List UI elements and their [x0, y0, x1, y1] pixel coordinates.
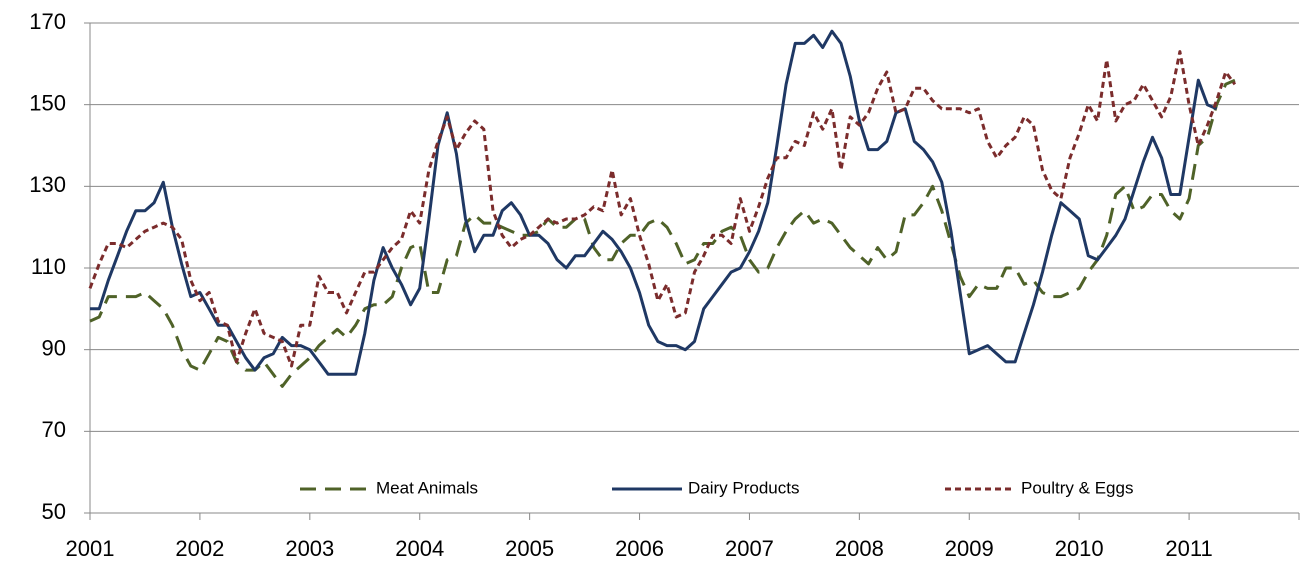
- x-tick-label: 2008: [835, 536, 884, 561]
- y-tick-label: 70: [42, 417, 66, 442]
- series-line: [90, 29, 1218, 376]
- x-tick-label: 2010: [1055, 536, 1104, 561]
- legend-label: Dairy Products: [688, 478, 799, 497]
- x-tick-label: 2004: [395, 536, 444, 561]
- series-line: [88, 50, 1237, 368]
- x-tick-label: 2002: [175, 536, 224, 561]
- x-tick-label: 2007: [725, 536, 774, 561]
- legend-label: Meat Animals: [376, 478, 478, 497]
- x-tick-label: 2006: [615, 536, 664, 561]
- series-line: [89, 78, 1236, 388]
- y-tick-label: 130: [29, 172, 66, 197]
- x-tick-label: 2009: [945, 536, 994, 561]
- y-tick-label: 170: [29, 9, 66, 34]
- x-tick-label: 2003: [285, 536, 334, 561]
- y-tick-label: 90: [42, 335, 66, 360]
- y-tick-label: 110: [31, 254, 66, 279]
- x-tick-label: 2011: [1165, 536, 1212, 561]
- legend-label: Poultry & Eggs: [1021, 478, 1133, 497]
- y-tick-label: 150: [29, 90, 66, 115]
- x-tick-label: 2005: [505, 536, 554, 561]
- x-tick-label: 2001: [66, 536, 115, 561]
- y-tick-label: 50: [42, 499, 66, 524]
